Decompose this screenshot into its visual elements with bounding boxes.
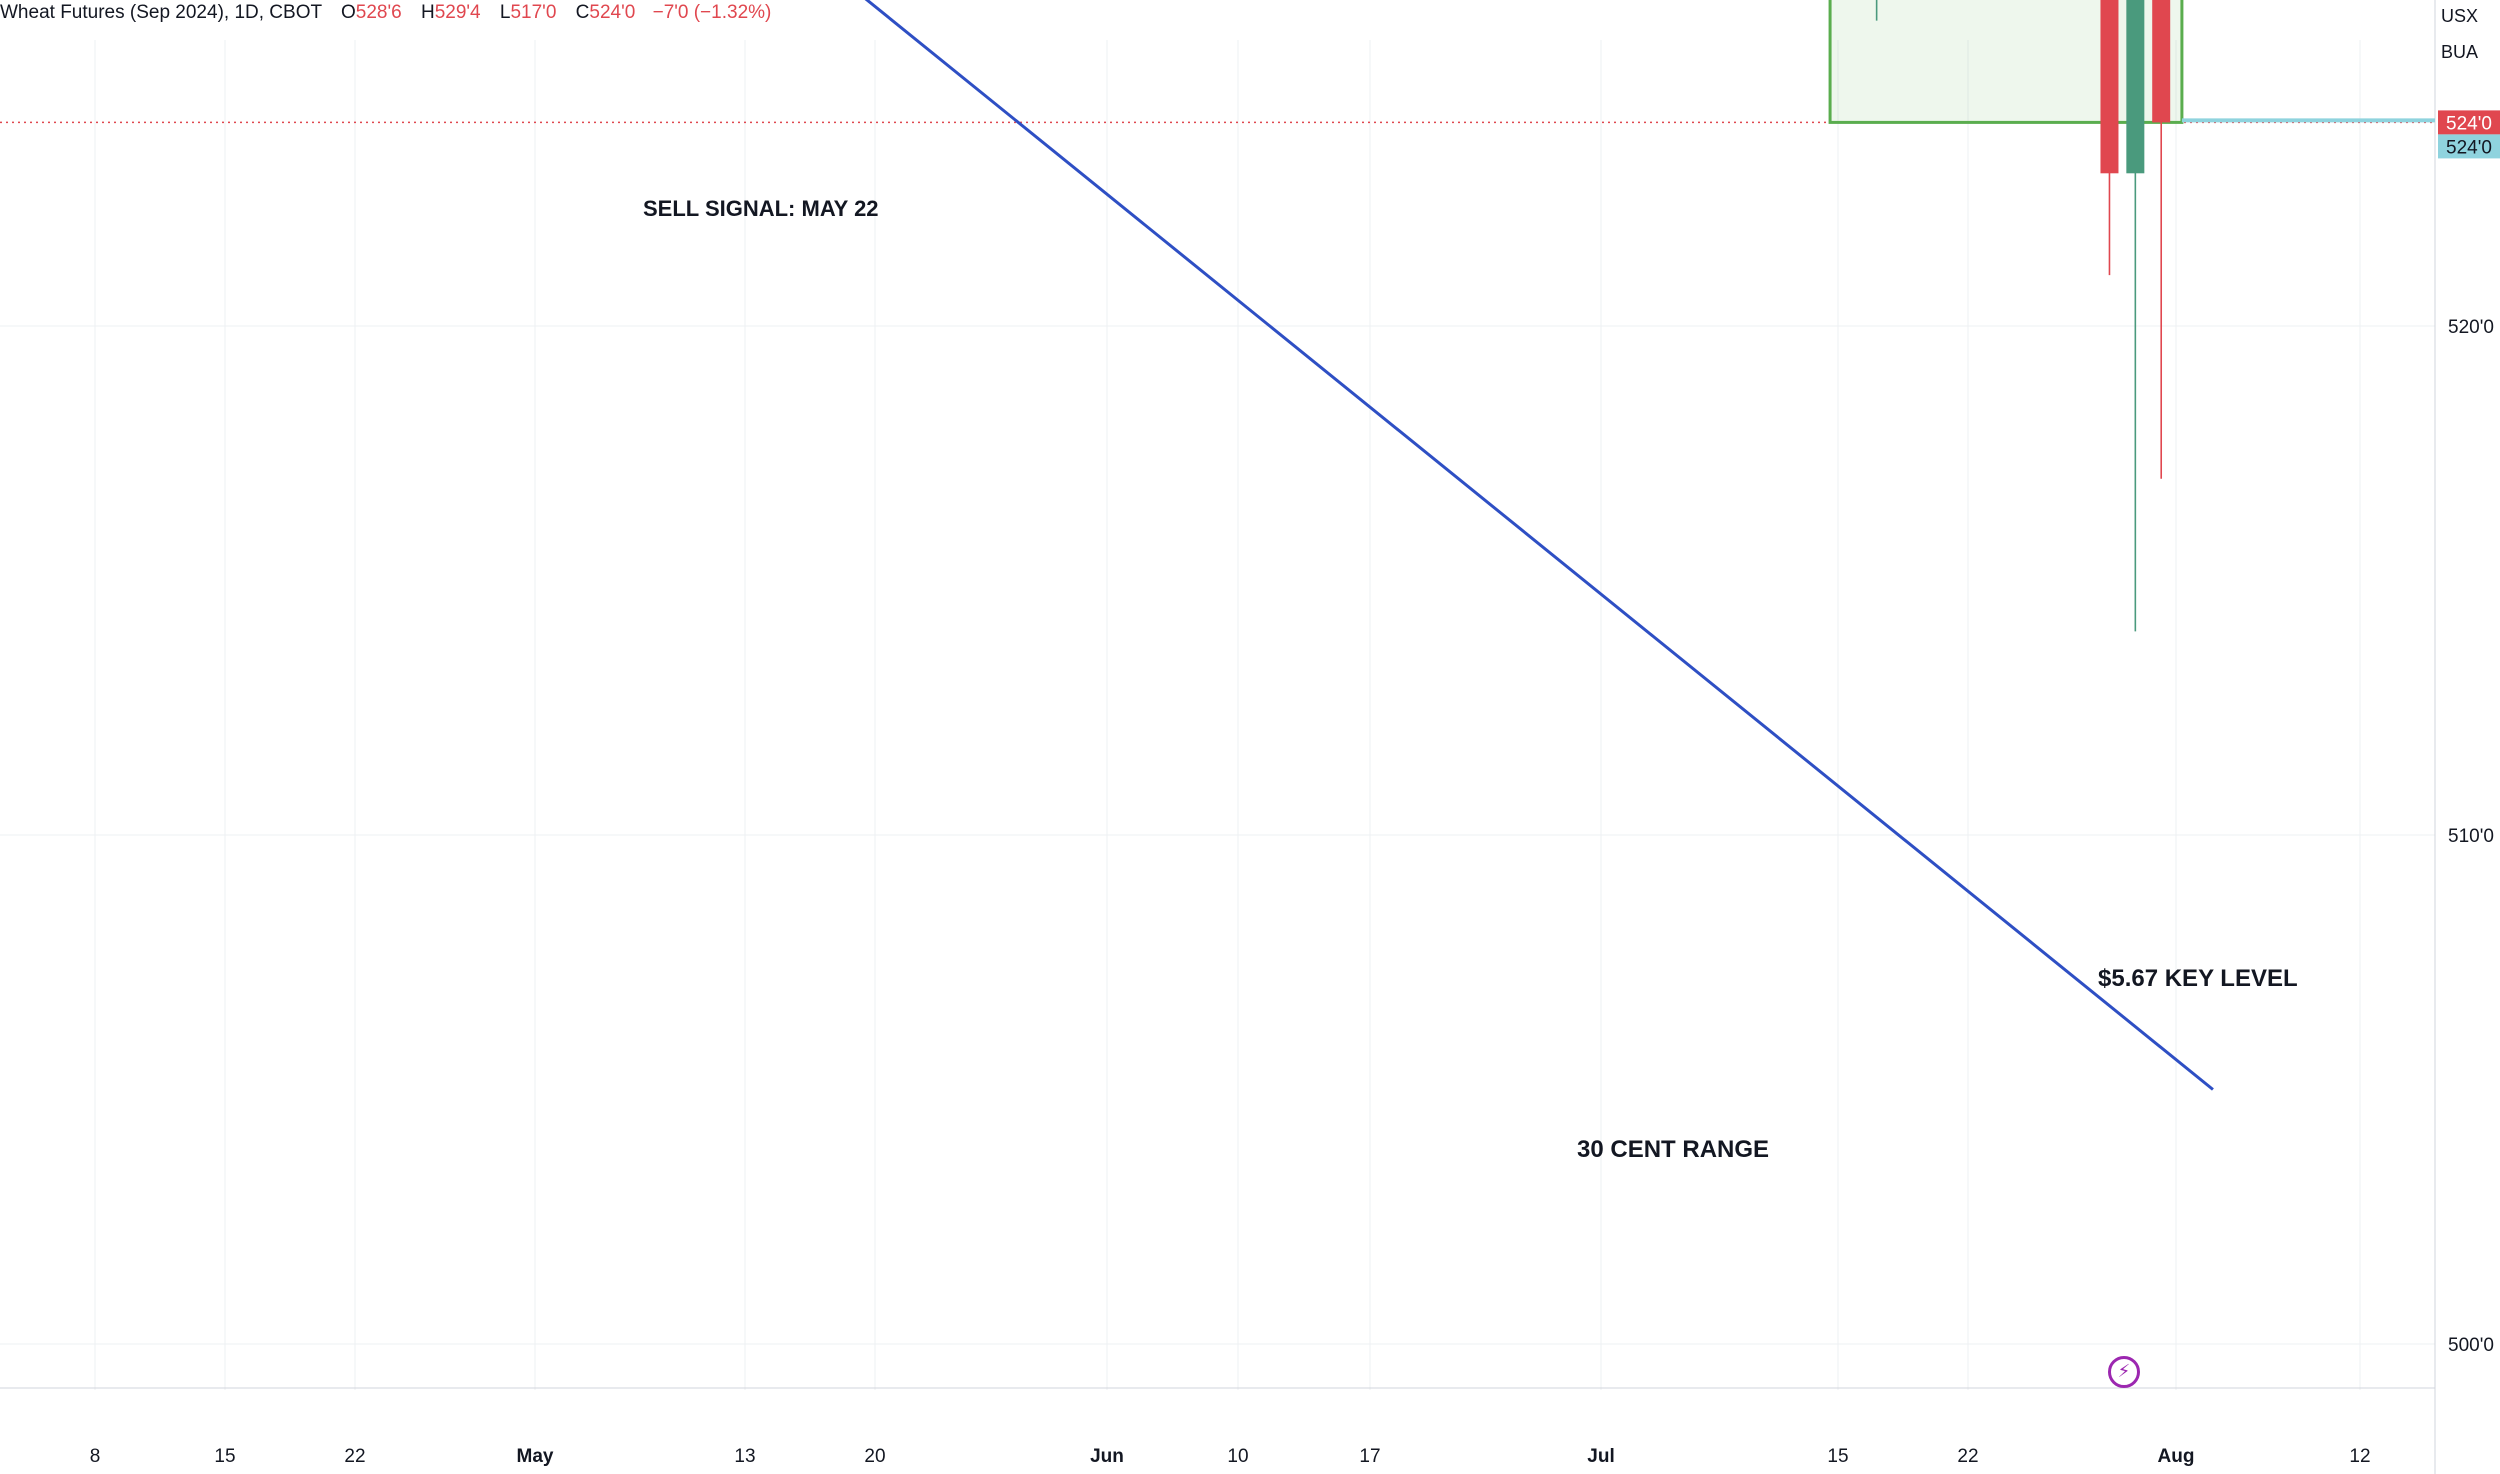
range-box xyxy=(1828,0,2435,124)
time-tick-label: 22 xyxy=(344,1446,365,1467)
low-label: L xyxy=(499,2,511,23)
price-tick-label: 520'0 xyxy=(2448,317,2494,338)
candle-down xyxy=(2100,0,2119,276)
candle-body xyxy=(2100,0,2119,174)
high-label: H xyxy=(420,2,435,23)
price-tag-text: 524'0 xyxy=(2446,137,2492,158)
price-tag-bg xyxy=(2438,134,2500,159)
price-tag-text: 524'0 xyxy=(2446,113,2492,134)
time-tick-label: Jun xyxy=(1090,1446,1124,1467)
trendlines xyxy=(864,0,2214,1091)
low-value: 517'0 xyxy=(510,2,557,23)
lightning-alert-icon[interactable]: ⚡ xyxy=(2108,1356,2140,1388)
candle-body xyxy=(2126,0,2145,174)
open-label: O xyxy=(341,2,356,23)
change-value: −7'0 (−1.32%) xyxy=(652,2,772,23)
close-value: 524'0 xyxy=(589,2,636,23)
price-tick-label: 500'0 xyxy=(2448,1335,2494,1356)
price-tick-label: 510'0 xyxy=(2448,826,2494,847)
time-tick-label: May xyxy=(517,1446,554,1467)
time-tick-label: 20 xyxy=(864,1446,885,1467)
grid-lines xyxy=(0,0,2436,1474)
price-tag-bg xyxy=(2438,110,2500,135)
time-tick-label: Jul xyxy=(1587,1446,1614,1467)
close-label: C xyxy=(575,2,590,23)
chart-header: Wheat Futures (Sep 2024), 1D, CBOT O528'… xyxy=(0,2,771,32)
high-value: 529'4 xyxy=(434,2,481,23)
time-tick-label: 10 xyxy=(1227,1446,1248,1467)
time-tick-label: Aug xyxy=(2158,1446,2195,1467)
candles xyxy=(1875,0,2171,632)
currency-unit: USX xyxy=(2440,6,2478,26)
trendline xyxy=(864,0,2214,1091)
price-axis-tag: 524'0 xyxy=(2438,110,2500,135)
symbol-title: Wheat Futures (Sep 2024), 1D, CBOT xyxy=(0,2,322,23)
measure-unit: BUA xyxy=(2440,42,2478,62)
range-box-rect xyxy=(1828,0,2184,124)
price-axis-tag: 524'0 xyxy=(2438,134,2500,159)
sell-signal-annotation: SELL SIGNAL: MAY 22 xyxy=(643,196,879,221)
key-level-annotation: $5.67 KEY LEVEL xyxy=(2098,965,2298,992)
candle-body xyxy=(2152,0,2171,123)
candle-down xyxy=(2152,0,2171,479)
time-tick-label: 15 xyxy=(1827,1446,1848,1467)
time-tick-label: 12 xyxy=(2349,1446,2370,1467)
time-tick-label: 8 xyxy=(90,1446,101,1467)
time-axis: 8 15 22 May 13 20 Jun 10 17 Jul 15 22 Aug 12 xyxy=(90,1446,2371,1467)
open-value: 528'6 xyxy=(355,2,402,23)
range-annotation: 30 CENT RANGE xyxy=(1577,1136,1770,1163)
time-tick-label: 15 xyxy=(214,1446,235,1467)
time-tick-label: 13 xyxy=(734,1446,755,1467)
price-axis: 500'0510'0520'0530'0540'0550'0560'0570'0… xyxy=(2448,317,2494,1356)
time-tick-label: 17 xyxy=(1359,1446,1380,1467)
candle-up xyxy=(2126,0,2145,632)
time-tick-label: 22 xyxy=(1957,1446,1978,1467)
